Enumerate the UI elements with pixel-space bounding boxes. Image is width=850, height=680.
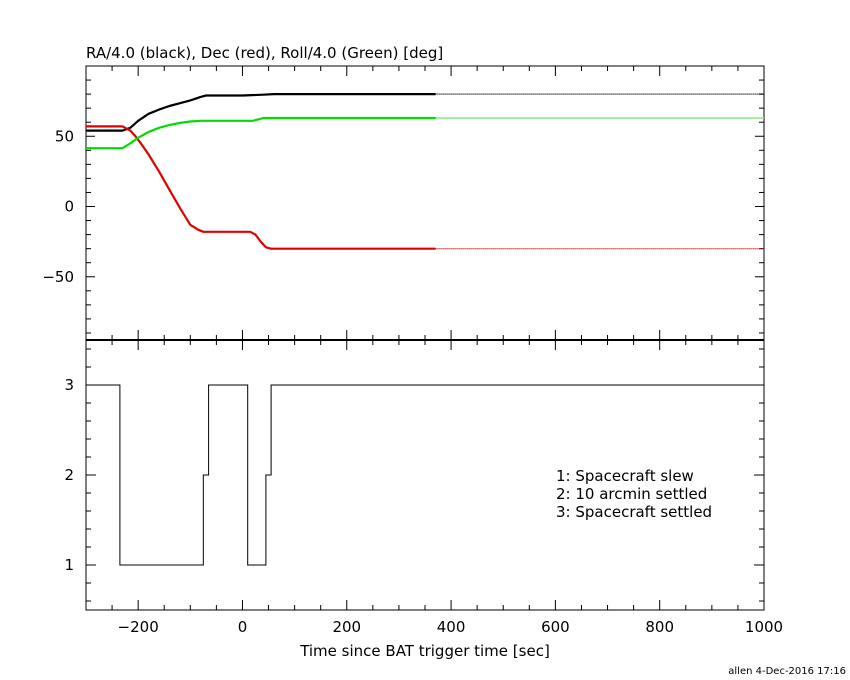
roll-series-line bbox=[86, 116, 436, 150]
attitude-x-axis-ticks bbox=[85, 66, 765, 340]
time-x-axis: −200 0 200 400 600 800 1000 bbox=[85, 340, 783, 636]
legend-entry: 2: 10 arcmin settled bbox=[556, 485, 707, 503]
time-x-tick-label: −200 bbox=[118, 618, 159, 636]
settle-y-tick-label: 2 bbox=[64, 466, 74, 484]
attitude-y-tick-label: −50 bbox=[42, 268, 74, 286]
attitude-y-tick-label: 0 bbox=[64, 198, 74, 216]
legend-entry: 1: Spacecraft slew bbox=[556, 467, 694, 485]
time-x-tick-label: 600 bbox=[541, 618, 570, 636]
settle-y-tick-label: 3 bbox=[64, 376, 74, 394]
x-axis-label: Time since BAT trigger time [sec] bbox=[299, 642, 550, 660]
settle-y-tick-label: 1 bbox=[64, 556, 74, 574]
time-x-tick-label: 0 bbox=[238, 618, 248, 636]
time-x-tick-label: 400 bbox=[437, 618, 466, 636]
attitude-chart-title: RA/4.0 (black), Dec (red), Roll/4.0 (Gre… bbox=[86, 44, 443, 62]
dec-series-line bbox=[86, 125, 436, 250]
settle-status-step-line bbox=[86, 384, 764, 566]
ra-series-line bbox=[86, 92, 436, 132]
attitude-panel-frame bbox=[85, 65, 765, 341]
settle-status-series bbox=[86, 384, 764, 566]
footer-stamp: allen 4-Dec-2016 17:16 bbox=[728, 666, 846, 677]
legend-entry: 3: Spacecraft settled bbox=[556, 503, 712, 521]
time-x-tick-label: 1000 bbox=[745, 618, 783, 636]
settle-status-panel: 1 2 3 −200 0 200 400 600 800 1000 1: Spacecraft … bbox=[64, 339, 783, 660]
attitude-panel: RA/4.0 (black), Dec (red), Roll/4.0 (Gre… bbox=[42, 44, 765, 341]
attitude-y-tick-label: 50 bbox=[55, 127, 74, 145]
time-x-tick-label: 800 bbox=[645, 618, 674, 636]
attitude-series bbox=[86, 92, 764, 250]
attitude-y-axis: 50 0 −50 bbox=[42, 65, 764, 334]
time-x-tick-label: 200 bbox=[332, 618, 361, 636]
